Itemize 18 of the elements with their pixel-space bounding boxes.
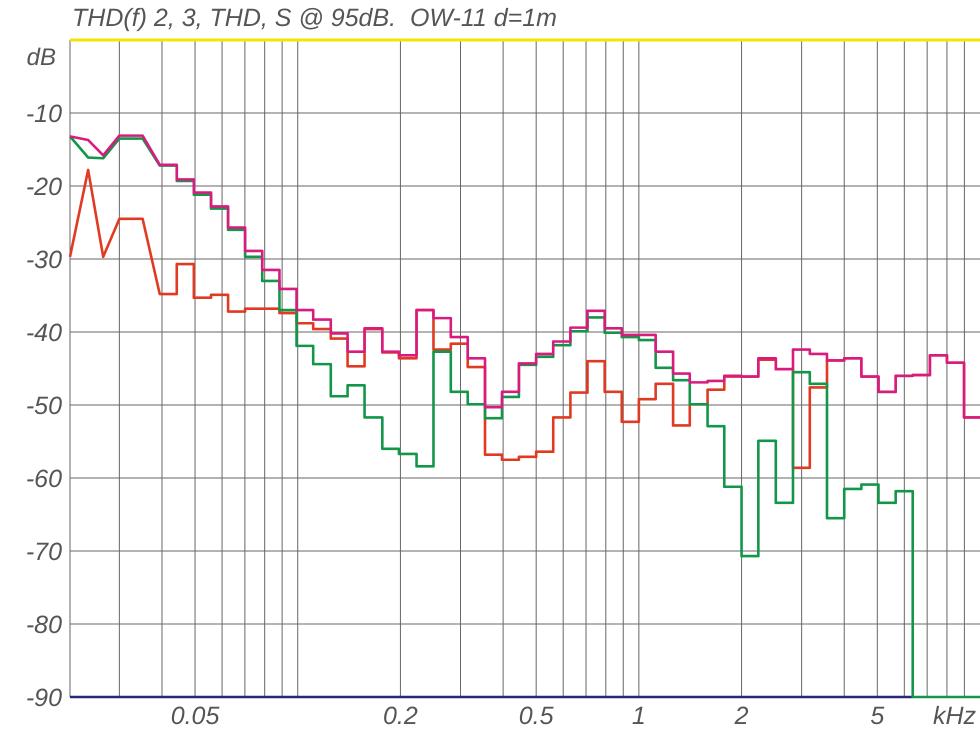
x-tick-label: 0.2 — [383, 702, 418, 730]
y-tick-label: -80 — [26, 611, 62, 639]
y-tick-label: -90 — [26, 684, 62, 712]
x-tick-label: 1 — [632, 702, 646, 730]
y-tick-label: -70 — [26, 538, 62, 566]
y-tick-label: -40 — [26, 319, 62, 347]
y-tick-label: -30 — [26, 246, 62, 274]
x-tick-label: 5 — [870, 702, 884, 730]
y-tick-label: -50 — [26, 392, 62, 420]
y-tick-label: -20 — [26, 173, 62, 201]
y-tick-label: -10 — [26, 100, 62, 128]
y-axis-title: dB — [26, 44, 56, 71]
x-tick-label: 0.05 — [170, 702, 220, 730]
x-tick-label: 0.5 — [518, 702, 554, 730]
x-axis-title: kHz — [932, 702, 976, 730]
x-tick-label: 2 — [734, 702, 749, 730]
chart-title: THD(f) 2, 3, THD, S @ 95dB. OW-11 d=1m — [72, 4, 557, 32]
y-tick-label: -60 — [26, 465, 62, 493]
